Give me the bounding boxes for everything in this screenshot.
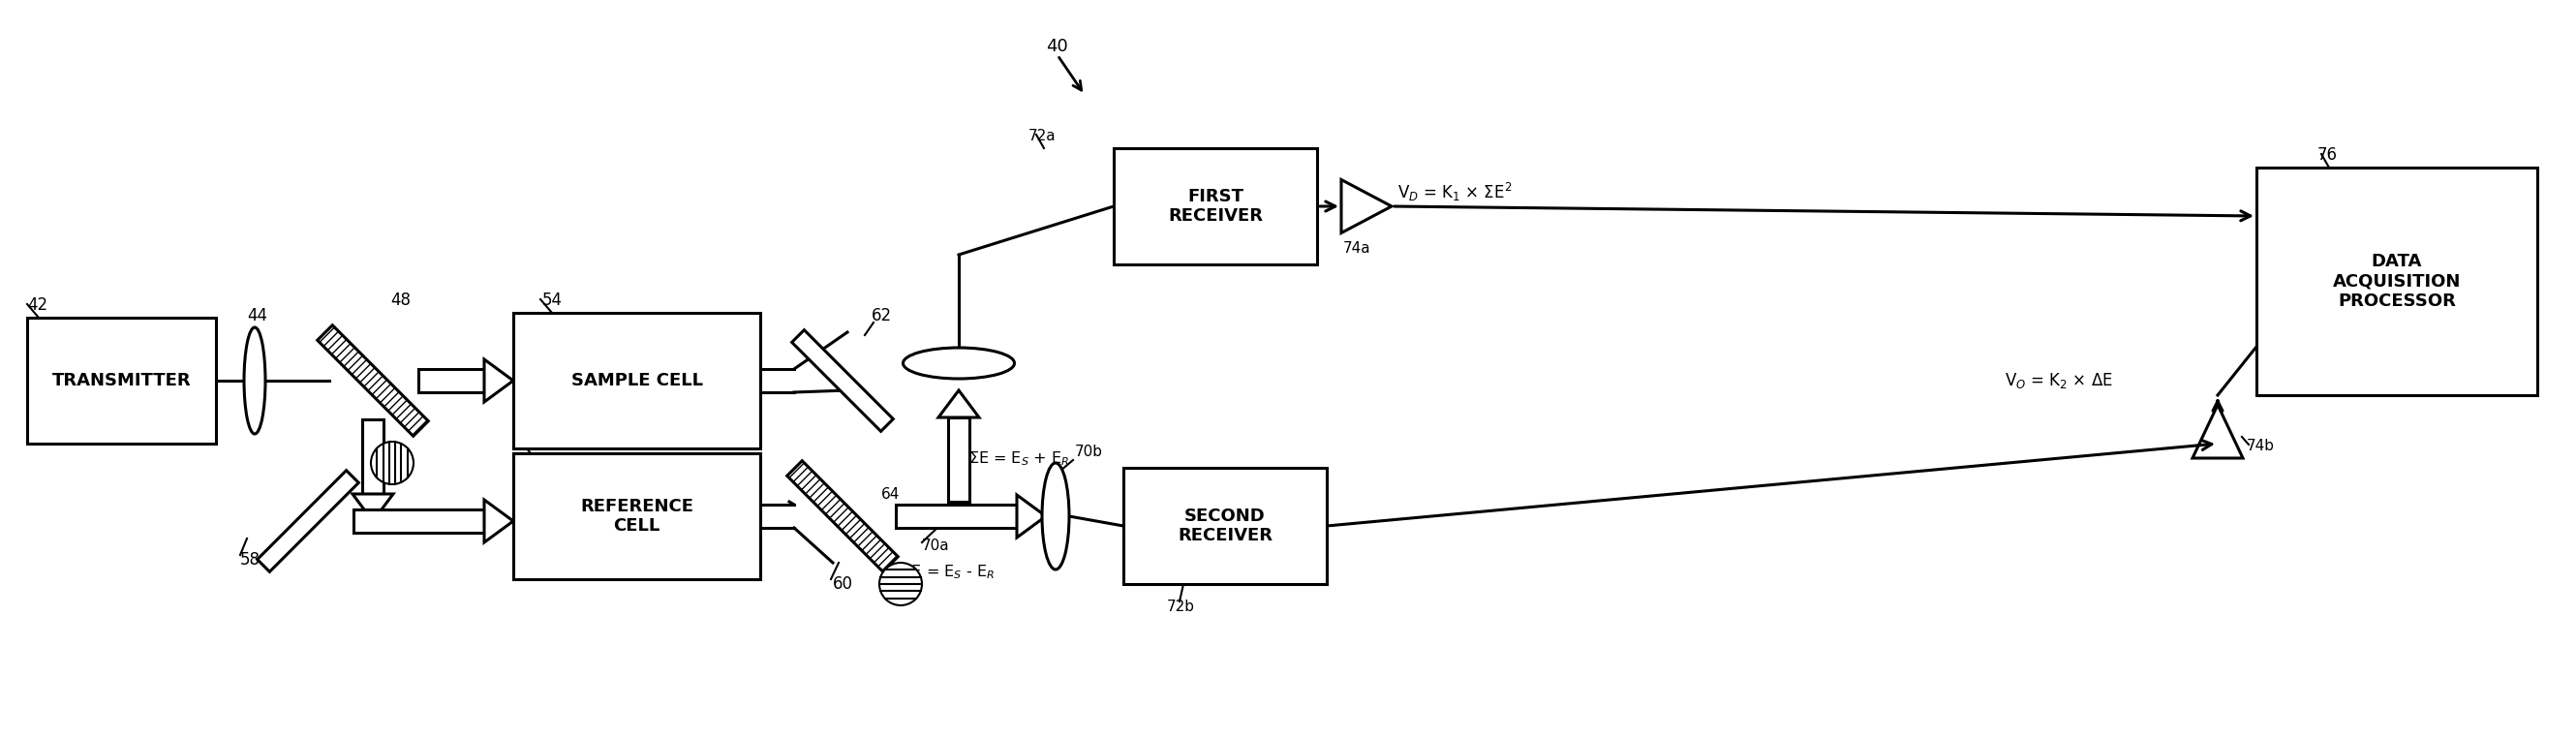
Polygon shape <box>484 359 513 402</box>
Text: FIRST
RECEIVER: FIRST RECEIVER <box>1167 188 1262 225</box>
FancyBboxPatch shape <box>948 418 969 502</box>
Ellipse shape <box>245 327 265 434</box>
Text: 62: 62 <box>871 307 891 324</box>
Ellipse shape <box>904 348 1015 378</box>
FancyBboxPatch shape <box>28 318 216 443</box>
Polygon shape <box>1342 180 1391 233</box>
Text: $\Sigma$E = E$_S$ + E$_R$: $\Sigma$E = E$_S$ + E$_R$ <box>969 449 1069 468</box>
Text: SAMPLE CELL: SAMPLE CELL <box>572 372 703 389</box>
Text: 76: 76 <box>2318 146 2339 163</box>
Polygon shape <box>791 330 894 432</box>
FancyBboxPatch shape <box>513 313 760 449</box>
FancyBboxPatch shape <box>1123 468 1327 584</box>
Polygon shape <box>258 471 358 572</box>
FancyBboxPatch shape <box>417 369 484 392</box>
FancyBboxPatch shape <box>2257 168 2537 395</box>
Text: V$_D$ = K$_1$ $\times$ $\Sigma$E$^2$: V$_D$ = K$_1$ $\times$ $\Sigma$E$^2$ <box>1396 181 1512 203</box>
FancyBboxPatch shape <box>363 419 384 494</box>
Polygon shape <box>353 494 394 521</box>
Text: 44: 44 <box>247 307 268 324</box>
FancyBboxPatch shape <box>353 509 484 533</box>
Circle shape <box>371 442 415 484</box>
Text: 72b: 72b <box>1167 599 1195 614</box>
Ellipse shape <box>1043 463 1069 570</box>
Text: 54: 54 <box>544 291 562 309</box>
Polygon shape <box>938 390 979 418</box>
Polygon shape <box>484 500 513 542</box>
Circle shape <box>878 562 922 605</box>
Text: 40: 40 <box>1046 38 1069 55</box>
Text: TRANSMITTER: TRANSMITTER <box>52 372 191 389</box>
Text: V$_O$ = K$_2$ $\times$ $\Delta$E: V$_O$ = K$_2$ $\times$ $\Delta$E <box>2004 371 2112 390</box>
Text: 56: 56 <box>513 432 533 449</box>
FancyBboxPatch shape <box>513 453 760 579</box>
Text: 72a: 72a <box>1028 129 1056 143</box>
FancyBboxPatch shape <box>896 505 1018 528</box>
Text: 70a: 70a <box>922 539 951 553</box>
Text: 42: 42 <box>28 296 46 314</box>
Text: 64: 64 <box>881 487 899 502</box>
Text: DATA
ACQUISITION
PROCESSOR: DATA ACQUISITION PROCESSOR <box>2334 253 2460 310</box>
Polygon shape <box>2192 405 2244 458</box>
Text: 70b: 70b <box>1074 445 1103 459</box>
Polygon shape <box>317 325 428 436</box>
Text: REFERENCE
CELL: REFERENCE CELL <box>580 497 693 535</box>
Text: 74b: 74b <box>2246 439 2275 453</box>
Polygon shape <box>788 460 899 572</box>
Text: 48: 48 <box>392 291 410 309</box>
Text: SECOND
RECEIVER: SECOND RECEIVER <box>1177 507 1273 545</box>
Text: 58: 58 <box>240 551 260 568</box>
Text: 60: 60 <box>832 576 853 593</box>
Polygon shape <box>1018 495 1046 537</box>
FancyBboxPatch shape <box>1113 149 1316 265</box>
Text: $\Delta$E = E$_S$ - E$_R$: $\Delta$E = E$_S$ - E$_R$ <box>902 562 994 581</box>
Text: 74a: 74a <box>1342 241 1370 256</box>
